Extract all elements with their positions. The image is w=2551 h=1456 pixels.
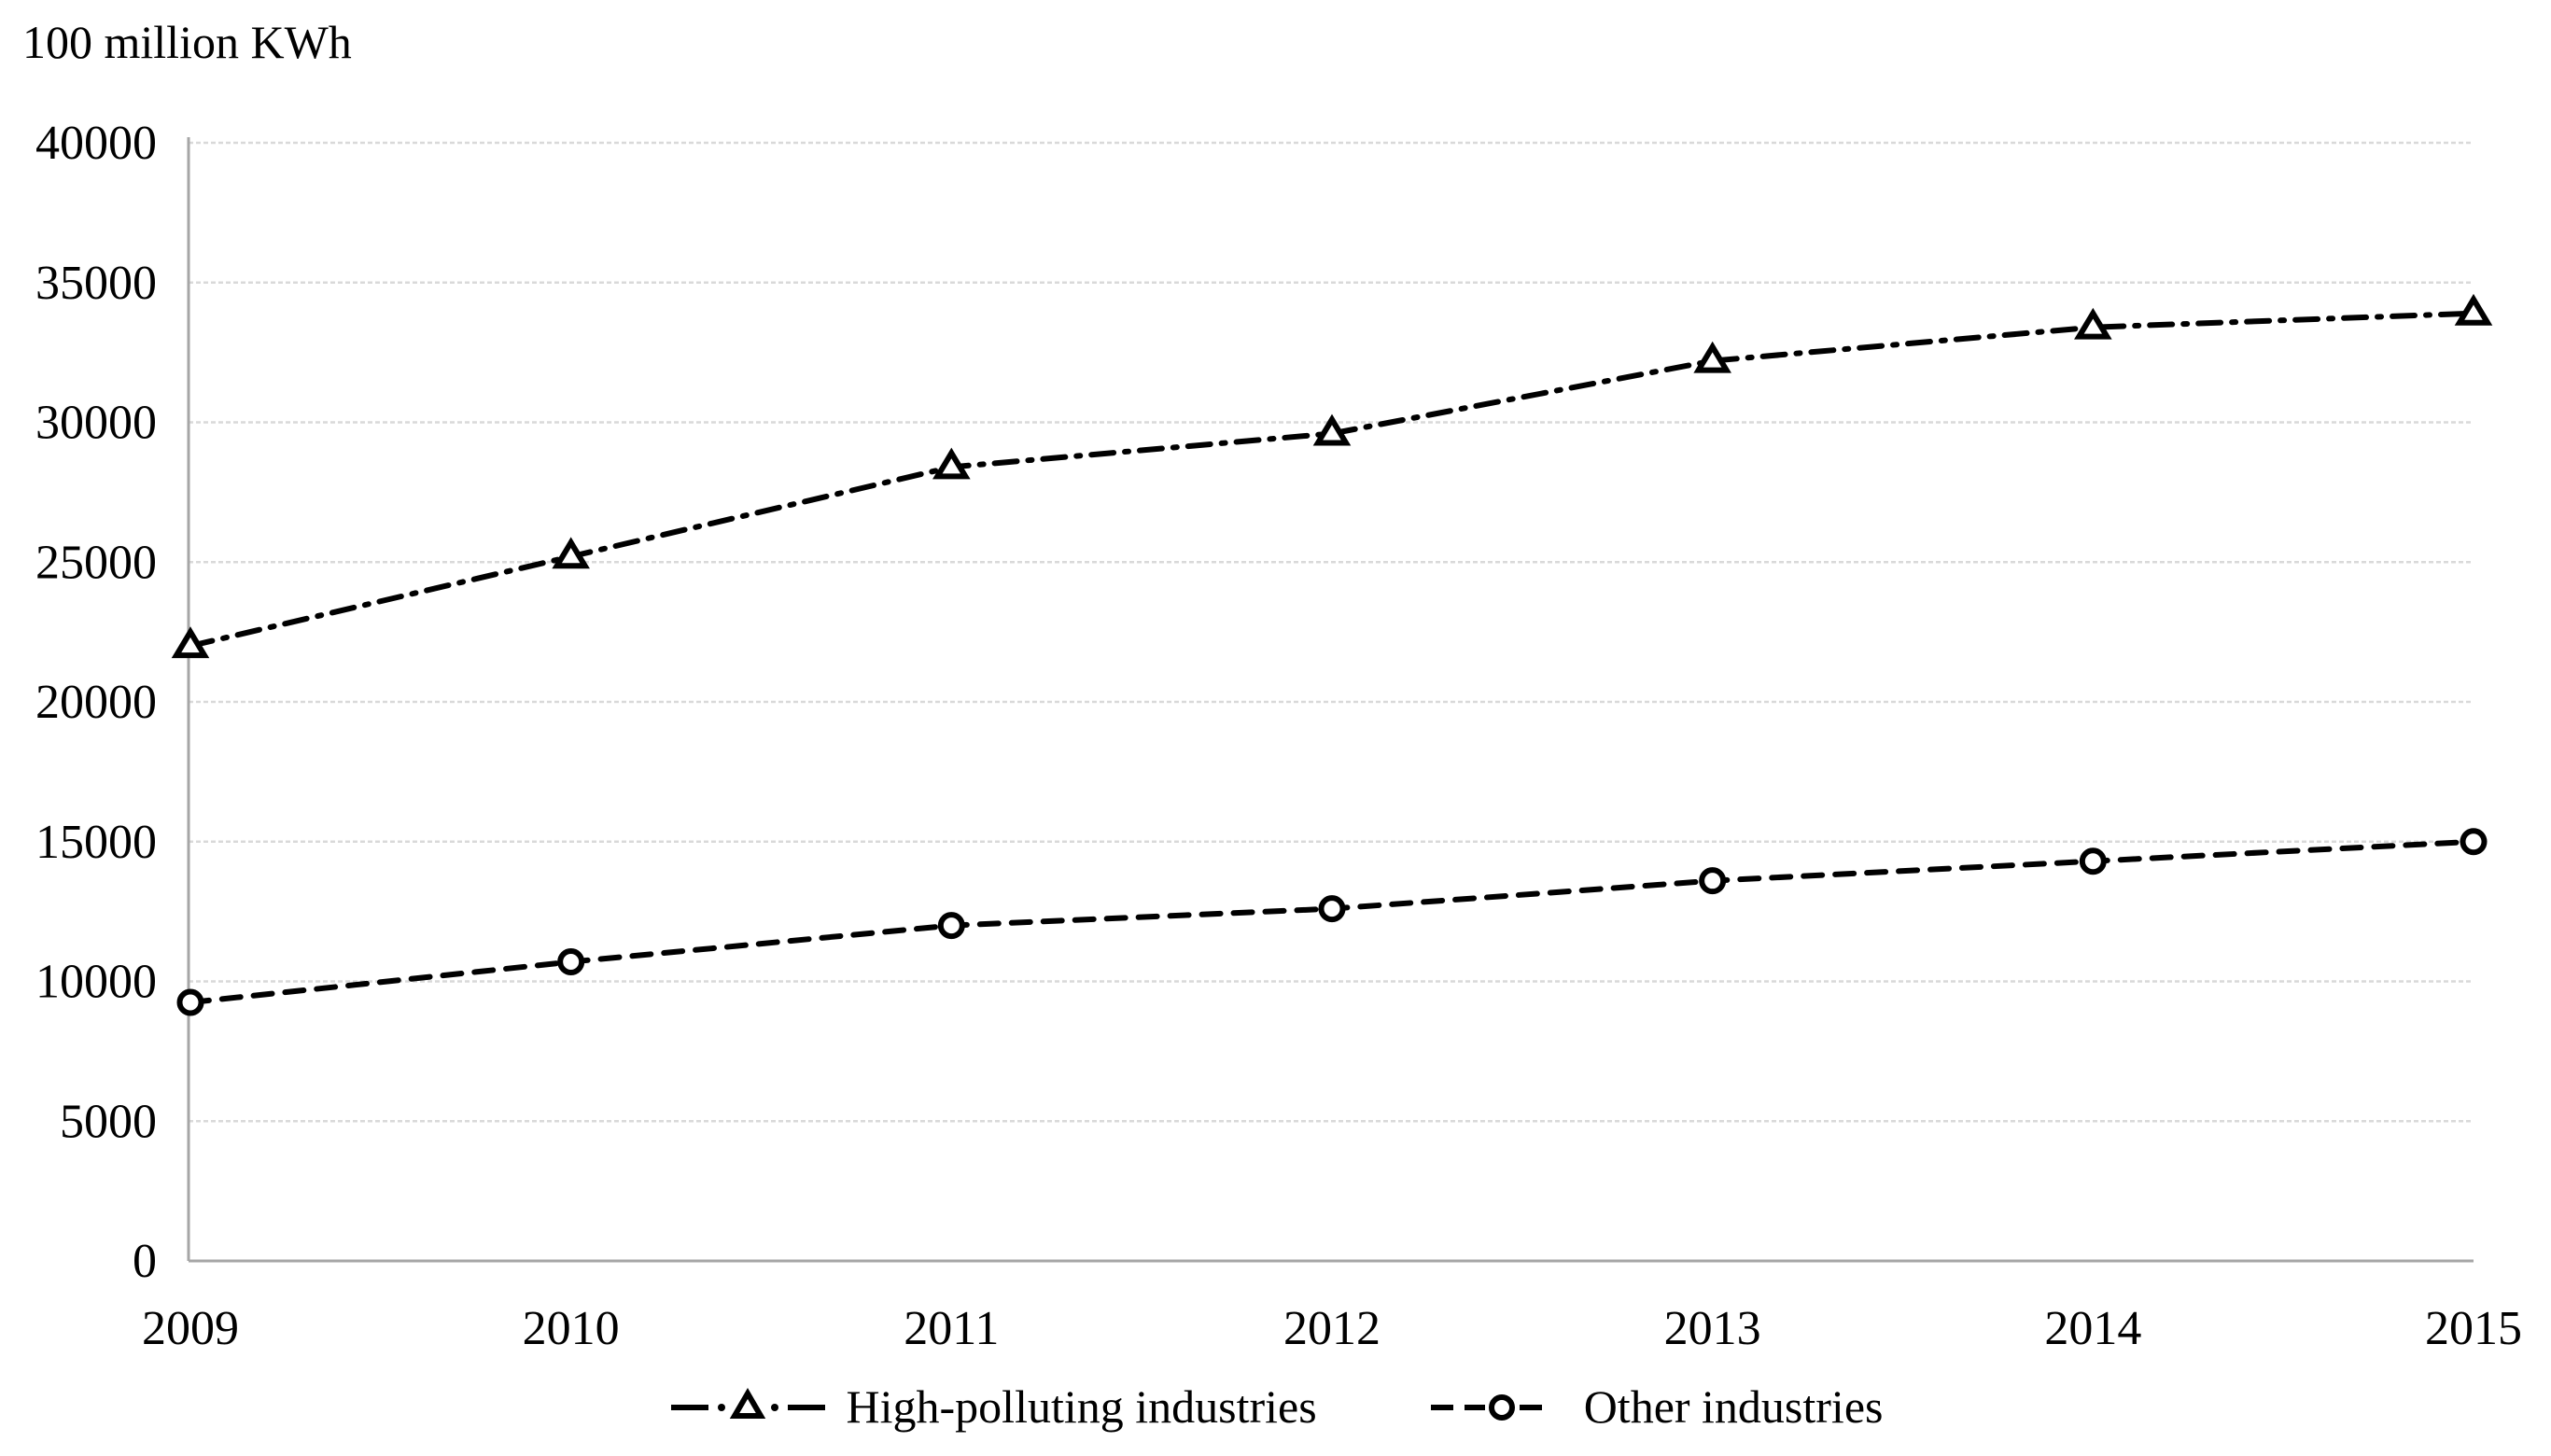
chart-legend: High-polluting industries Other industri… — [0, 1379, 2551, 1434]
y-tick-label-5000: 5000 — [60, 1095, 157, 1148]
x-tick-label-2012: 2012 — [1283, 1302, 1381, 1355]
marker-circle-2012 — [1318, 895, 1346, 923]
x-tick-label-2011: 2011 — [904, 1302, 999, 1355]
dashed-circle-marker-icon — [1430, 1394, 1542, 1421]
legend-item-high-polluting: High-polluting industries — [668, 1379, 1317, 1434]
marker-circle-2009 — [176, 988, 204, 1016]
marker-circle-2014 — [2079, 847, 2107, 875]
marker-circle-2010 — [557, 948, 585, 976]
marker-triangle-2009 — [171, 626, 210, 659]
marker-circle-2015 — [2460, 828, 2488, 856]
x-tick-label-2014: 2014 — [2044, 1302, 2141, 1355]
marker-triangle-2013 — [1693, 341, 1731, 373]
marker-triangle-2012 — [1312, 413, 1352, 446]
y-tick-label-15000: 15000 — [35, 816, 157, 869]
legend-item-other: Other industries — [1429, 1379, 1884, 1434]
series-line-0-open-triangle — [188, 310, 2476, 650]
dash-dot-triangle-marker-icon — [670, 1388, 825, 1419]
marker-circle-2011 — [937, 912, 965, 940]
marker-triangle-2014 — [2074, 307, 2112, 340]
y-tick-label-25000: 25000 — [35, 536, 157, 589]
x-tick-label-2013: 2013 — [1664, 1302, 1761, 1355]
marker-triangle-2015 — [2454, 293, 2493, 326]
x-tick-label-2009: 2009 — [142, 1302, 239, 1355]
marker-circle-2013 — [1699, 867, 1727, 895]
legend-label-other: Other industries — [1583, 1380, 1884, 1433]
marker-triangle-2011 — [932, 447, 971, 480]
marker-triangle-2010 — [552, 537, 590, 569]
y-tick-label-20000: 20000 — [35, 676, 157, 729]
y-axis-unit-label: 100 million KWh — [22, 16, 352, 68]
legend-label-high-polluting: High-polluting industries — [846, 1380, 1317, 1433]
x-tick-label-2015: 2015 — [2425, 1302, 2522, 1355]
y-tick-label-40000: 40000 — [35, 117, 157, 170]
y-tick-label-0: 0 — [133, 1235, 157, 1288]
y-tick-label-35000: 35000 — [35, 257, 157, 310]
x-tick-label-2010: 2010 — [523, 1302, 620, 1355]
y-tick-label-30000: 30000 — [35, 397, 157, 450]
y-tick-label-10000: 10000 — [35, 956, 157, 1009]
